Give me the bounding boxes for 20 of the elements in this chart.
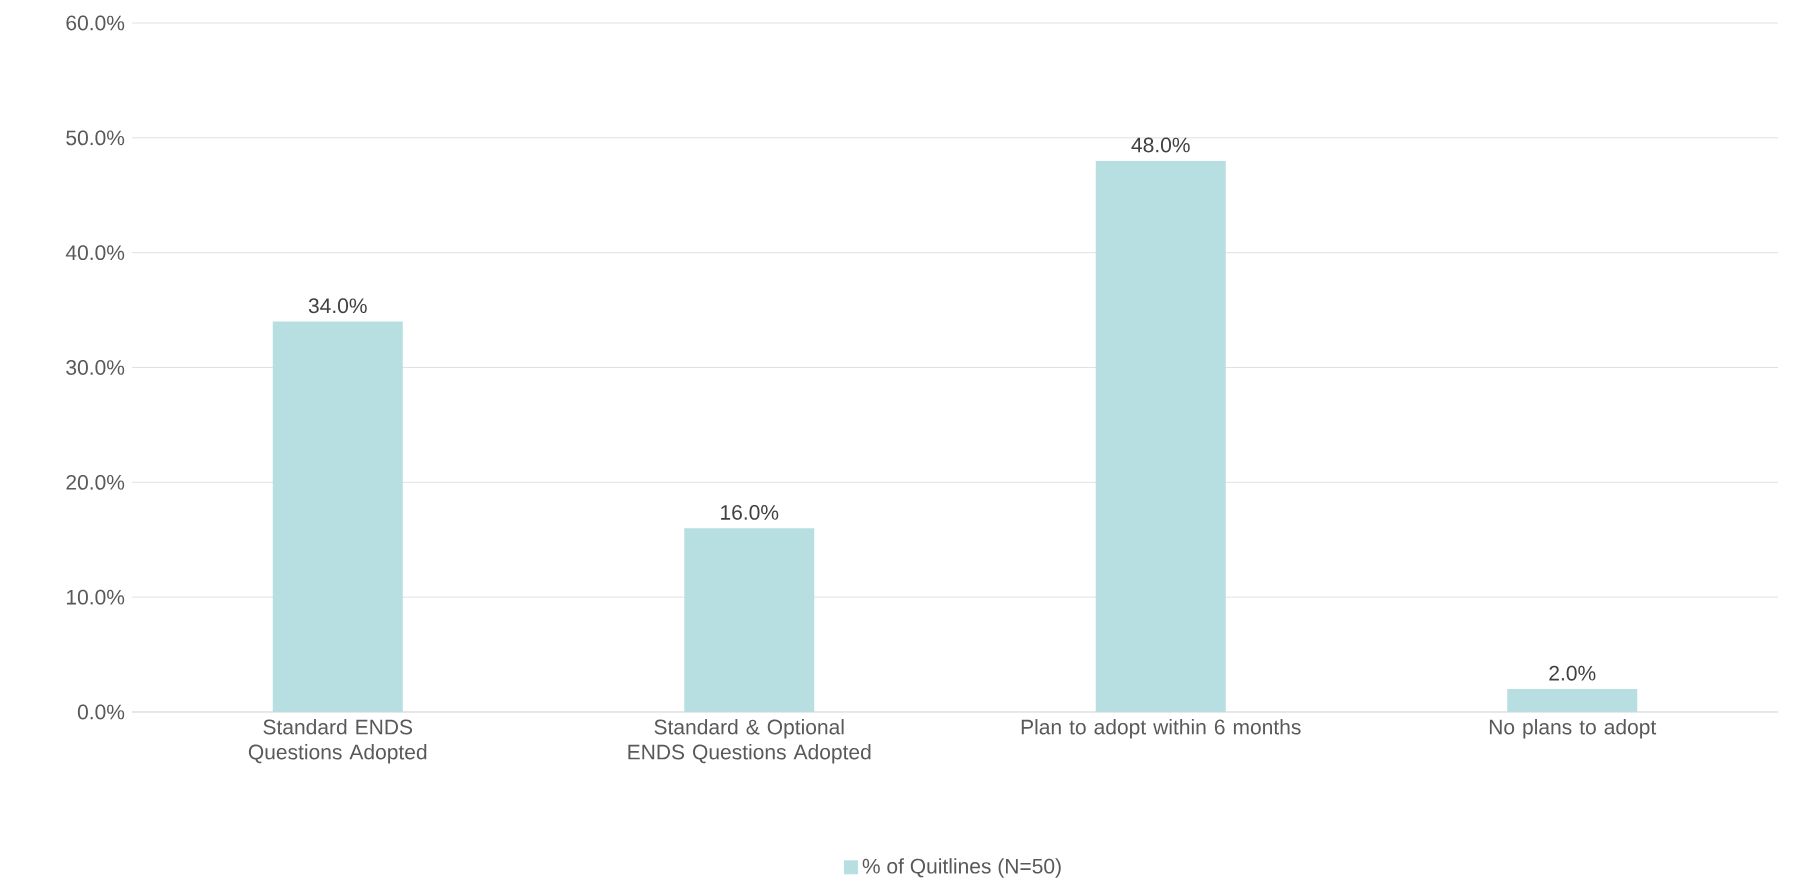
x-tick-label: Standard & Optional ENDS Questions Adopted: [628, 718, 871, 764]
x-tick-label: Standard ENDS Questions Adopted: [248, 718, 427, 764]
x-tick-label: No plans to adopt: [1489, 718, 1657, 739]
data-label: 2.0%: [1549, 665, 1596, 681]
legend-label: % of Quitlines (N=50): [862, 857, 1061, 878]
y-tick-label: 20.0%: [66, 474, 125, 490]
data-label: 16.0%: [721, 504, 779, 520]
x-tick-label: Plan to adopt within 6 months: [1021, 718, 1301, 739]
y-tick-label: 40.0%: [65, 245, 125, 260]
bar: [1507, 688, 1638, 712]
bar: [272, 321, 403, 712]
y-tick-label: 60.0%: [66, 15, 125, 31]
y-tick-label: 30.0%: [66, 359, 125, 375]
bar: [684, 528, 815, 712]
y-tick-label: 10.0%: [67, 589, 125, 605]
y-tick-label: 0.0%: [77, 704, 125, 720]
data-label: 48.0%: [1131, 137, 1190, 153]
bar: [1095, 160, 1226, 712]
y-tick-label: 50.0%: [66, 130, 125, 146]
data-label: 34.0%: [308, 298, 367, 313]
